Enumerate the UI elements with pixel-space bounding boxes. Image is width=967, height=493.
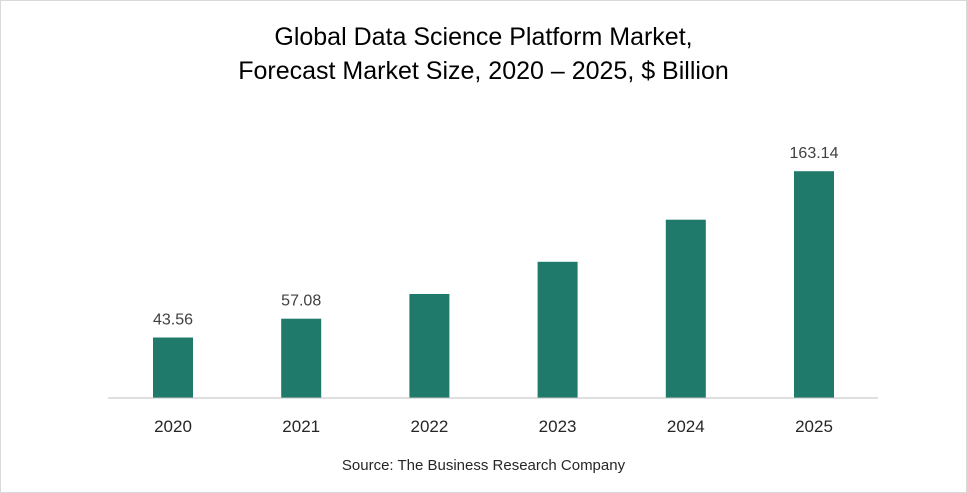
bar-2022 bbox=[409, 294, 450, 398]
x-tick-label-2021: 2021 bbox=[282, 417, 320, 436]
x-tick-label-2023: 2023 bbox=[539, 417, 577, 436]
bar-2024 bbox=[665, 219, 706, 398]
x-tick-label-2025: 2025 bbox=[795, 417, 833, 436]
bar-2021 bbox=[281, 318, 322, 398]
data-label-2021: 57.08 bbox=[281, 293, 321, 310]
x-tick-label-2020: 2020 bbox=[154, 417, 192, 436]
x-tick-label-2022: 2022 bbox=[410, 417, 448, 436]
source-note: Source: The Business Research Company bbox=[341, 457, 626, 474]
chart-title-line1: Global Data Science Platform Market, bbox=[274, 23, 693, 51]
chart-title-line2: Forecast Market Size, 2020 – 2025, $ Bil… bbox=[238, 57, 729, 85]
chart-title: Global Data Science Platform Market, For… bbox=[0, 20, 967, 88]
bar-2025 bbox=[794, 171, 834, 398]
bar-2020 bbox=[153, 337, 193, 398]
bars-group bbox=[153, 171, 834, 398]
x-tick-label-2024: 2024 bbox=[667, 417, 705, 436]
data-label-2020: 43.56 bbox=[153, 312, 193, 329]
data-label-2025: 163.14 bbox=[790, 145, 839, 162]
labels-group: 2020 43.56 2021 57.08 2022 2023 2024 2025 163.14 bbox=[153, 145, 839, 436]
bar-2023 bbox=[537, 261, 578, 398]
